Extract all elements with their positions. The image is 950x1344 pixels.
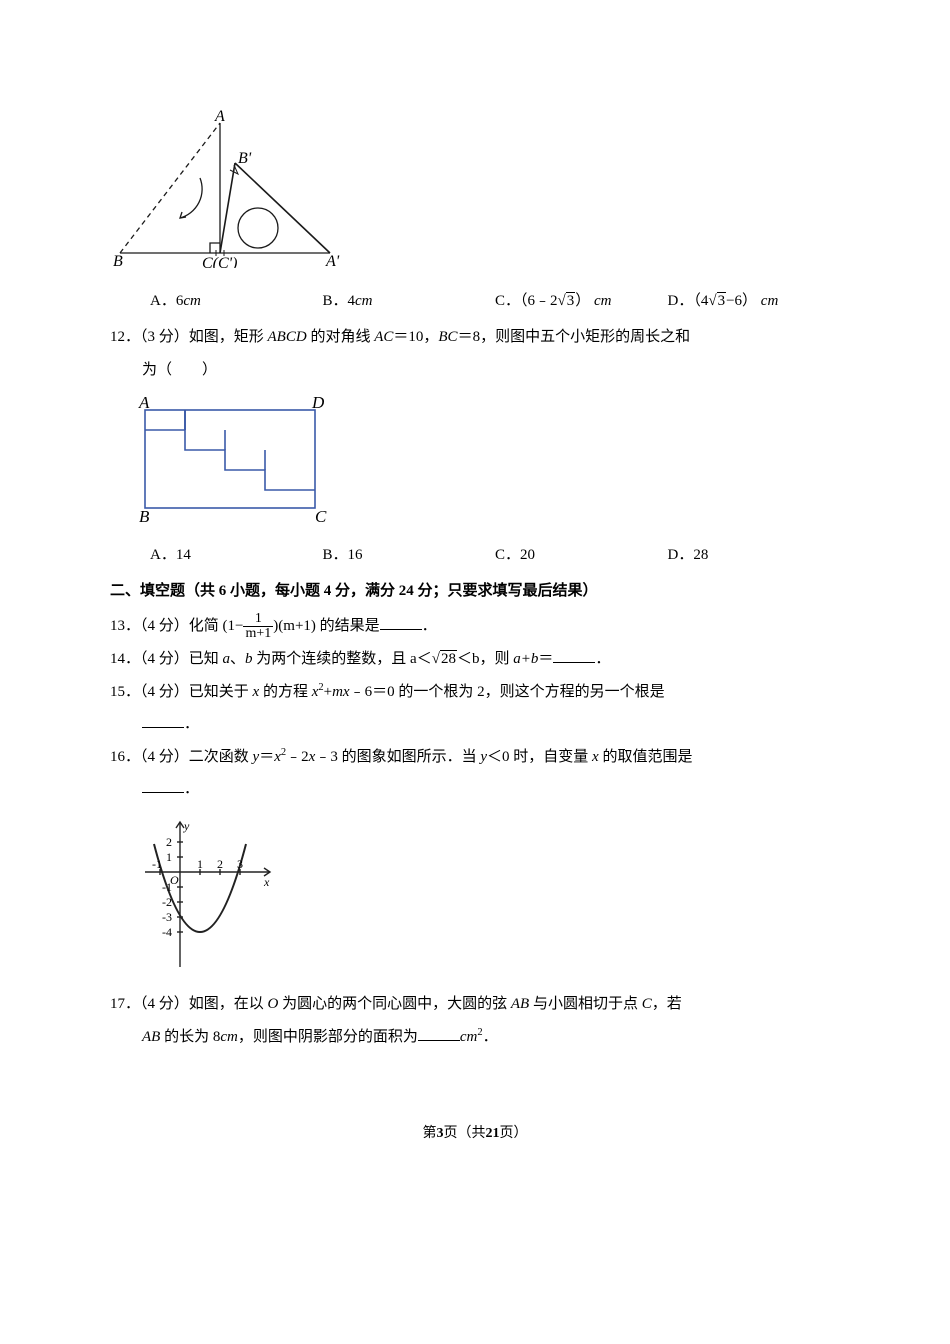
xl-3: 3 xyxy=(237,857,243,871)
axis-x: x xyxy=(263,875,270,889)
rect-label-B: B xyxy=(139,507,150,522)
q17: 17．（4 分）如图，在以 O 为圆心的两个同心圆中，大圆的弦 AB 与小圆相切… xyxy=(110,990,840,1019)
xl-m1: -1 xyxy=(152,857,162,871)
choice-A: A．6cm xyxy=(150,287,323,316)
choice-C: C．（6﹣23） cm xyxy=(495,287,668,316)
rect-label-C: C xyxy=(315,507,327,522)
yl-m2: -2 xyxy=(162,895,172,909)
label-Ap: A' xyxy=(325,253,340,268)
yl-m3: -3 xyxy=(162,910,172,924)
q12-line2: 为（ ） xyxy=(142,356,840,385)
origin: O xyxy=(170,873,179,887)
q14: 14．（4 分）已知 a、b 为两个连续的整数，且 a＜28＜b，则 a+b＝． xyxy=(110,645,840,674)
q15-blank xyxy=(142,712,184,728)
axis-y: y xyxy=(183,819,190,833)
q14-blank xyxy=(553,647,595,663)
q17-blank xyxy=(418,1025,460,1041)
xl-1: 1 xyxy=(197,857,203,871)
label-B: B xyxy=(113,253,123,268)
q16: 16．（4 分）二次函数 y＝x2﹣2x﹣3 的图象如图所示．当 y＜0 时，自… xyxy=(110,743,840,772)
q16-line2: ． xyxy=(142,775,840,804)
rectangle-svg: A D B C xyxy=(130,392,330,522)
q12-choice-D: D．28 xyxy=(668,541,841,570)
yl-2: 2 xyxy=(166,835,172,849)
q15-line2: ． xyxy=(142,710,840,739)
yl-m4: -4 xyxy=(162,925,172,939)
q13-blank xyxy=(380,614,422,630)
q11-figure: A B C(C') A' B' xyxy=(110,108,840,279)
q12-choice-B: B．16 xyxy=(323,541,496,570)
label-Bp: B' xyxy=(238,150,252,167)
label-A: A xyxy=(214,108,225,125)
yl-1: 1 xyxy=(166,850,172,864)
q11-choices: A．6cm B．4cm C．（6﹣23） cm D．（43−6） cm xyxy=(150,287,840,316)
label-C: C(C') xyxy=(202,255,237,268)
parabola-svg: 2 1 -1 -2 -3 -4 -1 1 2 3 y x O xyxy=(140,812,280,972)
choice-D: D．（43−6） cm xyxy=(668,287,841,316)
q17-line2: AB 的长为 8cm，则图中阴影部分的面积为cm2． xyxy=(142,1023,840,1052)
q16-blank xyxy=(142,777,184,793)
q13: 13．（4 分）化简 (1−1m+1)(m+1) 的结果是． xyxy=(110,612,840,641)
q12: 12．（3 分）如图，矩形 ABCD 的对角线 AC＝10，BC＝8，则图中五个… xyxy=(110,323,840,352)
q15: 15．（4 分）已知关于 x 的方程 x2+mx﹣6＝0 的一个根为 2，则这个… xyxy=(110,678,840,707)
section-2-title: 二、填空题（共 6 小题，每小题 4 分，满分 24 分；只要求填写最后结果） xyxy=(110,577,840,606)
q12-choice-A: A．14 xyxy=(150,541,323,570)
triangle-rotation-svg: A B C(C') A' B' xyxy=(110,108,340,268)
q16-figure: 2 1 -1 -2 -3 -4 -1 1 2 3 y x O xyxy=(140,812,840,983)
q12-choices: A．14 B．16 C．20 D．28 xyxy=(150,541,840,570)
q12-choice-C: C．20 xyxy=(495,541,668,570)
choice-B: B．4cm xyxy=(323,287,496,316)
page-footer: 第3页（共21页） xyxy=(110,1121,840,1148)
q12-figure: A D B C xyxy=(130,392,840,533)
rect-label-D: D xyxy=(311,393,325,412)
xl-2: 2 xyxy=(217,857,223,871)
rect-label-A: A xyxy=(138,393,150,412)
